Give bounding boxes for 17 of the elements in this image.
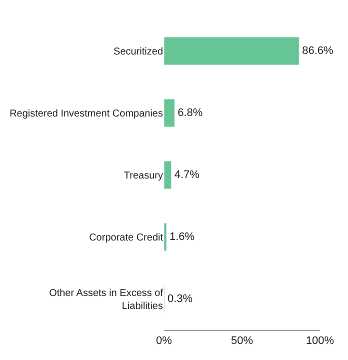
x-tick-label: 0% bbox=[156, 335, 172, 348]
y-tick-label: Treasury bbox=[124, 170, 163, 182]
y-tick-label: Corporate Credit bbox=[89, 232, 164, 244]
data-label: 6.8% bbox=[178, 107, 203, 119]
y-tick-label: Other Assets in Excess of Liabilities bbox=[49, 288, 164, 312]
bar bbox=[164, 36, 300, 66]
data-label: 1.6% bbox=[170, 231, 195, 243]
x-tick-label: 50% bbox=[230, 335, 254, 348]
bar bbox=[164, 160, 172, 190]
y-tick-label: Registered Investment Companies bbox=[10, 108, 163, 120]
y-tick-label: Securitized bbox=[114, 46, 163, 58]
bar bbox=[164, 98, 175, 128]
bar bbox=[164, 222, 167, 252]
data-label: 4.7% bbox=[174, 169, 200, 181]
data-label: 0.3% bbox=[167, 293, 193, 305]
x-tick-label: 100% bbox=[306, 335, 334, 348]
data-label: 86.6% bbox=[302, 45, 334, 57]
